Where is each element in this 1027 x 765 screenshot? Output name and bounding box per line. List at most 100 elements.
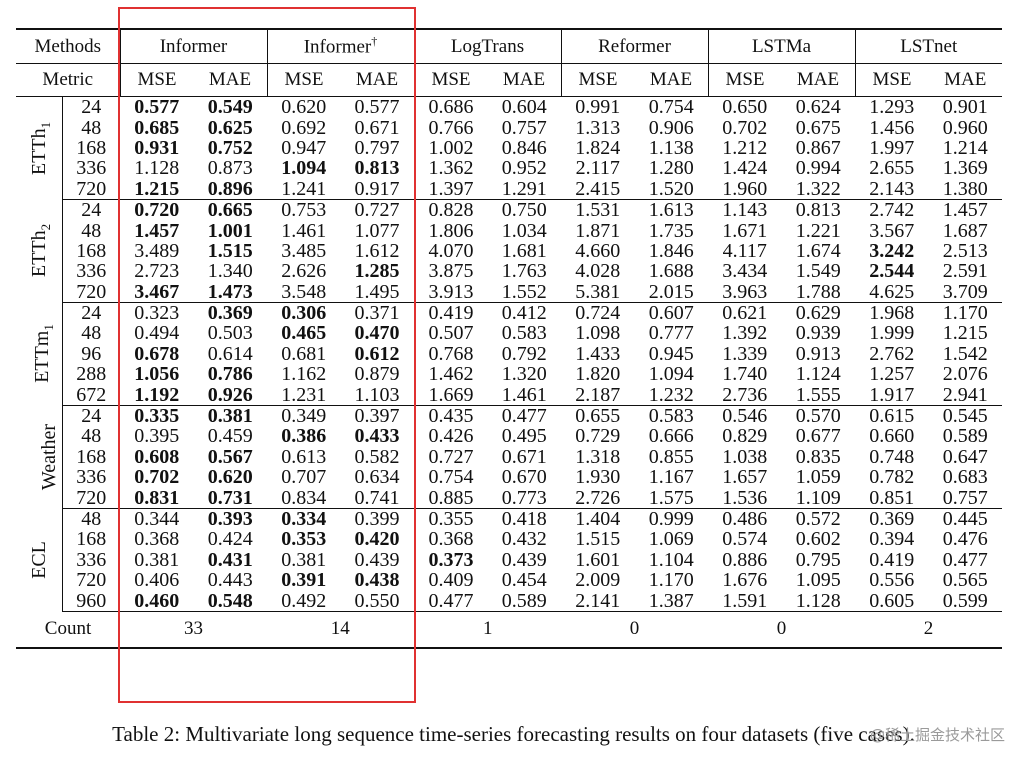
value-cell: 1.613 xyxy=(648,199,694,222)
value-cell: 1.531 xyxy=(575,199,621,222)
value-cell: 4.625 xyxy=(855,281,929,303)
method-header: Informer xyxy=(119,28,267,64)
value-cell: 1.387 xyxy=(634,590,708,612)
dataset-name-text: ETTm xyxy=(30,331,53,384)
value-cell: 0.344 xyxy=(134,508,180,530)
value-cell: 0.394 xyxy=(869,528,915,551)
value-cell: 0.546 xyxy=(722,405,768,428)
value-cell: 1.397 xyxy=(413,178,488,200)
horizon-cell: 168 xyxy=(76,528,107,551)
value-cell: 1.461 xyxy=(281,219,327,242)
value-cell: 0.355 xyxy=(413,508,488,530)
value-cell: 0.620 xyxy=(281,96,327,119)
value-cell: 0.323 xyxy=(134,302,180,325)
value-cell: 0.368 xyxy=(413,529,488,550)
value-cell: 0.678 xyxy=(134,342,180,365)
dataset-subscript: 1 xyxy=(40,324,56,332)
value-cell: 2.626 xyxy=(281,260,327,283)
value-cell: 0.507 xyxy=(413,323,488,344)
value-cell: 0.608 xyxy=(134,445,180,468)
value-cell: 1.575 xyxy=(634,487,708,509)
value-cell: 0.406 xyxy=(134,569,180,592)
value-cell: 1.536 xyxy=(708,487,782,509)
value-cell: 0.556 xyxy=(869,569,915,592)
value-cell: 0.599 xyxy=(928,590,1002,612)
value-cell: 1.515 xyxy=(575,528,621,551)
value-cell: 0.419 xyxy=(869,548,915,571)
value-cell: 3.875 xyxy=(413,261,488,282)
value-cell: 0.589 xyxy=(487,590,561,612)
value-cell: 0.393 xyxy=(207,508,253,530)
value-cell: 0.567 xyxy=(207,445,253,468)
value-cell: 0.671 xyxy=(354,116,400,139)
value-cell: 0.550 xyxy=(340,590,414,612)
value-cell: 0.753 xyxy=(281,199,327,222)
value-cell: 0.334 xyxy=(281,508,327,530)
value-cell: 0.692 xyxy=(281,116,327,139)
value-cell: 1.433 xyxy=(575,342,621,365)
value-cell: 0.670 xyxy=(501,466,547,489)
value-cell: 0.373 xyxy=(413,550,488,570)
count-label: Count xyxy=(16,611,120,649)
metric-label: MSE xyxy=(854,63,929,97)
horizon-cell: 48 xyxy=(81,425,102,448)
value-cell: 0.495 xyxy=(501,425,547,448)
value-cell: 0.572 xyxy=(795,508,841,530)
table-row: 336 0.381 0.431 0.381 0.439 0.373 0.439 1.601 1.… xyxy=(16,550,1002,570)
value-cell: 5.381 xyxy=(561,281,635,303)
value-cell: 1.339 xyxy=(722,342,768,365)
value-cell: 0.686 xyxy=(413,96,488,118)
value-cell: 0.947 xyxy=(281,136,327,159)
dataset-name: ETTm1 xyxy=(30,324,59,384)
value-cell: 0.896 xyxy=(193,178,267,200)
value-cell: 1.542 xyxy=(942,342,988,365)
value-cell: 0.349 xyxy=(281,405,327,428)
value-cell: 1.340 xyxy=(207,260,253,283)
value-cell: 0.835 xyxy=(795,445,841,468)
value-cell: 0.999 xyxy=(648,508,694,530)
value-cell: 2.009 xyxy=(575,569,621,592)
method-name: LogTrans xyxy=(450,35,525,57)
value-cell: 0.395 xyxy=(134,425,180,448)
value-cell: 0.731 xyxy=(193,487,267,509)
dataset-name-text: ETTh xyxy=(28,230,51,278)
value-cell: 0.613 xyxy=(281,445,327,468)
value-cell: 0.503 xyxy=(207,322,253,345)
value-cell: 3.548 xyxy=(267,281,341,303)
value-cell: 1.167 xyxy=(648,466,694,489)
value-cell: 1.960 xyxy=(708,178,782,200)
value-cell: 1.212 xyxy=(722,136,768,159)
value-cell: 0.443 xyxy=(207,569,253,592)
value-cell: 0.607 xyxy=(648,302,694,325)
horizon-cell: 720 xyxy=(62,178,120,200)
horizon-cell: 336 xyxy=(76,466,107,489)
value-cell: 1.495 xyxy=(340,281,414,303)
value-cell: 0.945 xyxy=(648,342,694,365)
count-cell: 33 xyxy=(120,611,267,649)
horizon-cell: 336 xyxy=(76,548,107,571)
value-cell: 3.709 xyxy=(928,281,1002,303)
value-cell: 1.094 xyxy=(281,157,327,180)
value-cell: 1.231 xyxy=(267,384,341,406)
metric-label: MSE xyxy=(266,63,341,97)
value-cell: 1.095 xyxy=(795,569,841,592)
value-cell: 0.418 xyxy=(501,508,547,530)
table-row: 960 0.460 0.548 0.492 0.550 0.477 0.589 2.141 1.… xyxy=(16,590,1002,612)
value-cell: 1.473 xyxy=(193,281,267,303)
value-cell: 3.963 xyxy=(708,281,782,303)
value-cell: 1.320 xyxy=(501,363,547,386)
horizon-cell: 336 xyxy=(76,260,107,283)
value-cell: 2.143 xyxy=(855,178,929,200)
value-cell: 1.669 xyxy=(413,384,488,406)
horizon-cell: 24 xyxy=(81,199,102,222)
table-row: 96 0.678 0.614 0.681 0.612 0.768 0.792 1.433 0.9… xyxy=(16,342,1002,365)
table-row: 48 0.685 0.625 0.692 0.671 0.766 0.757 1.313 0.9… xyxy=(16,116,1002,139)
value-cell: 0.931 xyxy=(134,136,180,159)
value-cell: 2.762 xyxy=(869,342,915,365)
value-cell: 0.604 xyxy=(501,96,547,119)
value-cell: 1.124 xyxy=(795,363,841,386)
value-cell: 1.820 xyxy=(575,363,621,386)
table-row: 336 2.723 1.340 2.626 1.285 3.875 1.763 4.028 1.… xyxy=(16,260,1002,283)
value-cell: 0.886 xyxy=(722,548,768,571)
value-cell: 0.831 xyxy=(120,487,194,509)
